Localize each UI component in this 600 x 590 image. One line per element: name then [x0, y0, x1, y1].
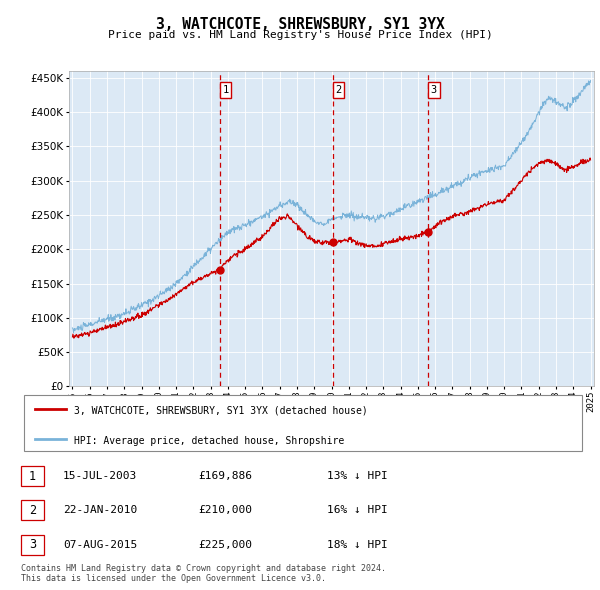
Text: £225,000: £225,000 [198, 540, 252, 549]
Text: 16% ↓ HPI: 16% ↓ HPI [327, 506, 388, 515]
Text: £210,000: £210,000 [198, 506, 252, 515]
Text: 3, WATCHCOTE, SHREWSBURY, SY1 3YX: 3, WATCHCOTE, SHREWSBURY, SY1 3YX [155, 17, 445, 31]
Text: 3: 3 [29, 538, 36, 551]
Text: £169,886: £169,886 [198, 471, 252, 481]
Text: 15-JUL-2003: 15-JUL-2003 [63, 471, 137, 481]
Text: 1: 1 [29, 470, 36, 483]
FancyBboxPatch shape [24, 395, 582, 451]
Text: 07-AUG-2015: 07-AUG-2015 [63, 540, 137, 549]
Text: Contains HM Land Registry data © Crown copyright and database right 2024.
This d: Contains HM Land Registry data © Crown c… [21, 563, 386, 583]
Text: 13% ↓ HPI: 13% ↓ HPI [327, 471, 388, 481]
Text: 3: 3 [431, 85, 437, 95]
Text: 22-JAN-2010: 22-JAN-2010 [63, 506, 137, 515]
Text: 18% ↓ HPI: 18% ↓ HPI [327, 540, 388, 549]
Text: 3, WATCHCOTE, SHREWSBURY, SY1 3YX (detached house): 3, WATCHCOTE, SHREWSBURY, SY1 3YX (detac… [74, 406, 368, 416]
Text: 2: 2 [29, 504, 36, 517]
Text: 1: 1 [223, 85, 229, 95]
Text: 2: 2 [335, 85, 341, 95]
Text: Price paid vs. HM Land Registry's House Price Index (HPI): Price paid vs. HM Land Registry's House … [107, 30, 493, 40]
Text: HPI: Average price, detached house, Shropshire: HPI: Average price, detached house, Shro… [74, 435, 344, 445]
